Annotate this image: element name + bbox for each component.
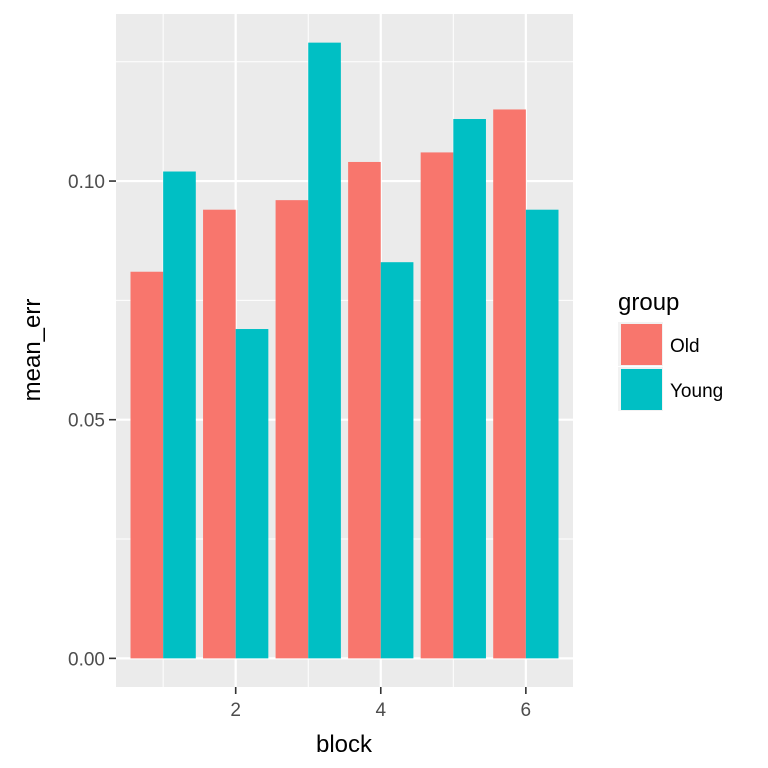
legend: group Old Young: [618, 289, 723, 411]
bar-old-block-6: [493, 109, 526, 659]
y-tick-label: 0.00: [68, 649, 105, 670]
bar-young-block-3: [308, 42, 341, 659]
bar-old-block-2: [203, 209, 236, 659]
x-tick-label: 6: [521, 700, 532, 721]
x-axis: 2 4 6: [230, 687, 531, 721]
legend-swatch-young: [621, 369, 662, 410]
y-axis-title: mean_err: [19, 299, 46, 402]
bars: [130, 42, 559, 659]
bar-young-block-4: [380, 262, 414, 659]
legend-label-young: Young: [670, 381, 723, 402]
x-tick-label: 2: [230, 700, 241, 721]
bar-old-block-5: [420, 152, 454, 659]
x-axis-title: block: [316, 731, 373, 758]
bar-old-block-3: [275, 200, 309, 659]
x-tick-label: 4: [375, 700, 386, 721]
bar-young-block-6: [525, 209, 559, 659]
y-tick-label: 0.10: [68, 172, 105, 193]
bar-young-block-2: [235, 329, 269, 659]
bar-old-block-4: [348, 161, 381, 659]
y-tick-label: 0.05: [68, 411, 105, 432]
legend-title: group: [618, 289, 679, 316]
legend-swatch-old: [621, 324, 662, 365]
bar-old-block-1: [130, 271, 164, 659]
bar-young-block-1: [163, 171, 196, 659]
legend-label-old: Old: [670, 336, 700, 357]
bar-young-block-5: [453, 119, 486, 659]
y-axis: 0.00 0.05 0.10: [68, 172, 116, 670]
